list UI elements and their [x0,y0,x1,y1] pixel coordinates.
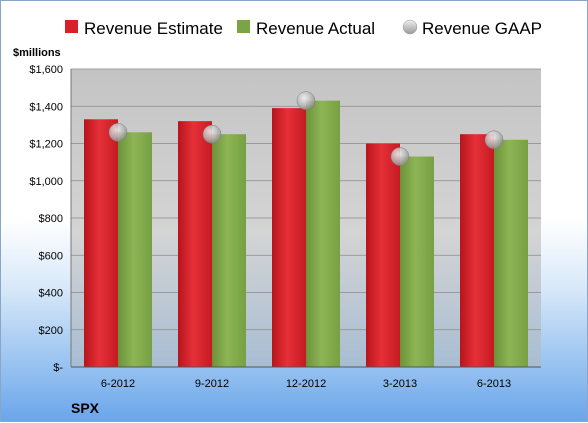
x-tick-label: 6-2013 [477,378,511,390]
bar-actual [494,139,528,367]
legend-label-gaap: Revenue GAAP [422,19,542,38]
bars [84,100,528,368]
gaap-marker [108,123,128,142]
y-tick-label: $400 [39,288,63,300]
x-tick-label: 3-2013 [383,378,417,390]
x-tick-label: 12-2012 [286,378,326,390]
gaap-marker [390,147,410,166]
legend-label-actual: Revenue Actual [256,19,375,38]
bar-estimate [460,134,494,367]
legend: Revenue Estimate Revenue Actual Revenue … [65,19,542,38]
y-tick-label: $600 [39,250,63,262]
legend-swatch-estimate [65,20,78,33]
legend-marker-gaap [402,19,418,35]
bar-estimate [178,121,212,368]
gaap-marker [296,91,316,110]
y-tick-label: $800 [39,213,63,225]
y-tick-label: $200 [39,325,63,337]
y-tick-label: $1,600 [29,64,63,76]
legend-label-estimate: Revenue Estimate [84,19,223,38]
gaap-marker [202,124,222,144]
y-tick-label: $1,200 [29,139,63,151]
y-tick-label: $1,400 [29,101,63,113]
company-ticker: SPX [71,400,100,416]
x-tick-label: 6-2012 [101,378,135,390]
bar-estimate [272,108,306,368]
bar-estimate [84,119,118,367]
y-tick-label: $1,000 [29,176,63,188]
bar-estimate [366,143,400,367]
y-axis-ticks: $- $200 $400 $600 $800 $1,000 $1,200 $1,400 $1,6… [29,64,63,374]
x-axis-ticks: 6-2012 9-2012 12-2012 3-2013 6-2013 [101,378,511,390]
bar-actual [400,156,434,367]
gaap-marker [484,130,504,150]
bar-actual [118,132,152,367]
y-tick-label: $- [53,362,63,374]
y-axis-unit-label: $millions [13,47,61,59]
x-tick-label: 9-2012 [195,378,229,390]
legend-swatch-actual [237,20,250,33]
bar-actual [306,100,340,367]
gaap-markers [108,91,504,166]
bar-actual [212,134,246,367]
